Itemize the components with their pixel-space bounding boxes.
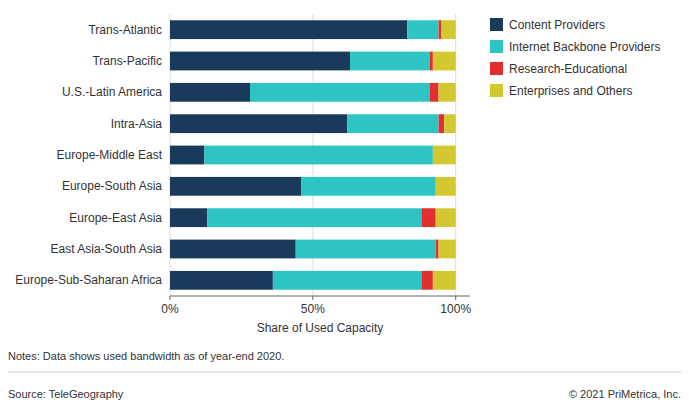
legend: Content Providers Internet Backbone Provi… — [490, 18, 660, 98]
bar-segment — [207, 208, 421, 227]
bar-segment — [439, 114, 445, 133]
category-label: Europe-East Asia — [69, 211, 162, 225]
bar-segment — [170, 52, 350, 71]
category-label: Trans-Pacific — [92, 54, 162, 68]
x-axis-line — [170, 296, 470, 297]
bar-segment — [250, 83, 430, 102]
bar-segment — [296, 240, 436, 259]
legend-swatch — [490, 18, 503, 31]
legend-swatch — [490, 62, 503, 75]
legend-label: Enterprises and Others — [509, 84, 632, 98]
bar-segment — [421, 208, 435, 227]
x-grid — [170, 14, 456, 296]
bar-segment — [170, 208, 207, 227]
bar-segment — [430, 83, 439, 102]
bar-segment — [170, 271, 273, 290]
bar-segment — [407, 20, 438, 39]
category-label: U.S.-Latin America — [62, 85, 162, 99]
bar-segment — [350, 52, 430, 71]
bar-segment — [301, 177, 435, 196]
bar-segment — [170, 83, 250, 102]
legend-label: Internet Backbone Providers — [509, 40, 660, 54]
tick-label: 50% — [301, 302, 325, 316]
bar-segment — [439, 83, 456, 102]
legend-swatch — [490, 40, 503, 53]
category-label: Europe-Sub-Saharan Africa — [15, 273, 162, 287]
bar-segment — [441, 20, 455, 39]
tick-mark — [170, 296, 171, 300]
bar-segment — [433, 271, 456, 290]
bar-segment — [347, 114, 438, 133]
bar-segment — [436, 240, 439, 259]
tick-mark — [455, 296, 456, 300]
bar-segment — [170, 146, 204, 165]
x-axis-label: Share of Used Capacity — [257, 321, 384, 335]
bar-segment — [170, 240, 296, 259]
bars — [170, 20, 456, 289]
bar-segment — [421, 271, 432, 290]
bar-segment — [430, 52, 433, 71]
tick-mark — [312, 296, 313, 300]
category-label: Europe-South Asia — [62, 179, 162, 193]
bar-segment — [433, 146, 456, 165]
bar-segment — [436, 208, 456, 227]
copyright: © 2021 PriMetrica, Inc. — [569, 388, 681, 400]
legend-label: Research-Educational — [509, 62, 627, 76]
bar-segment — [433, 52, 456, 71]
chart: 0% 50% 100% Trans-Atlantic Trans-Pacific U.S.… — [0, 0, 689, 416]
bar-segment — [436, 177, 456, 196]
bar-segment — [439, 20, 442, 39]
note: Notes: Data shows used bandwidth as of y… — [8, 350, 284, 362]
bar-segment — [170, 20, 407, 39]
bar-segment — [273, 271, 422, 290]
category-label: Intra-Asia — [111, 117, 163, 131]
tick-label: 0% — [161, 302, 179, 316]
bar-segment — [444, 114, 455, 133]
bar-segment — [204, 146, 433, 165]
source: Source: TeleGeography — [8, 388, 124, 400]
bar-segment — [170, 114, 347, 133]
legend-swatch — [490, 84, 503, 97]
tick-label: 100% — [440, 302, 471, 316]
category-label: Europe-Middle East — [57, 148, 163, 162]
category-label: Trans-Atlantic — [88, 23, 162, 37]
separator — [8, 372, 681, 373]
bar-segment — [439, 240, 456, 259]
bar-segment — [170, 177, 301, 196]
legend-label: Content Providers — [509, 18, 605, 32]
category-label: East Asia-South Asia — [51, 242, 163, 256]
